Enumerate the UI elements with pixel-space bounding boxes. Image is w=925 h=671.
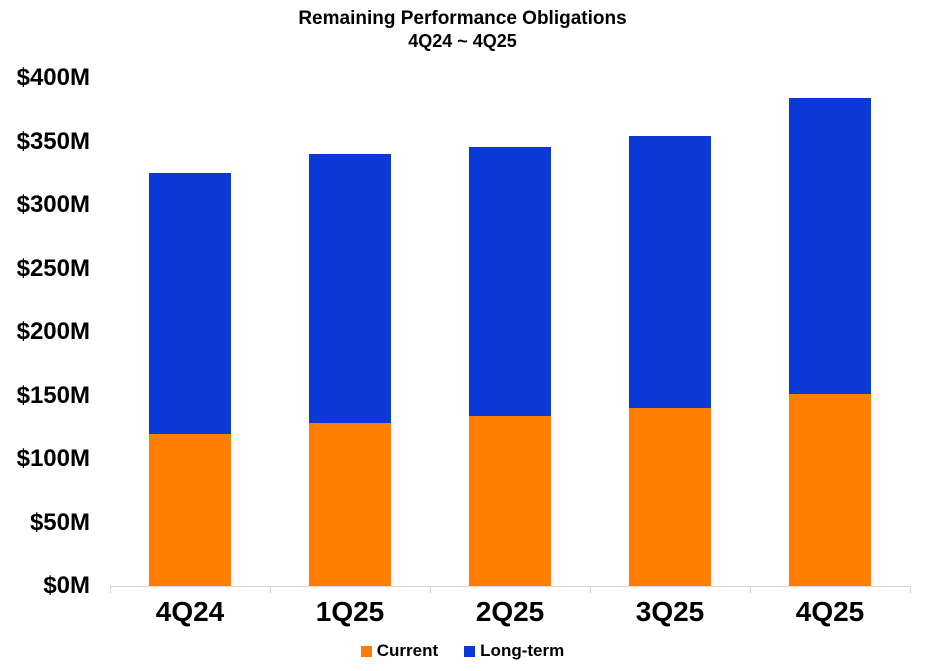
y-axis-label: $150M [16, 381, 90, 409]
legend-item-current: Current [360, 641, 439, 661]
y-axis-label: $100M [16, 445, 90, 472]
x-axis-label-4q24: 4Q24 [155, 596, 225, 627]
bar-segment-long-term-4q25 [789, 98, 871, 395]
x-axis-tick [110, 586, 111, 593]
x-axis-tick [270, 586, 271, 593]
x-axis-tick [430, 586, 431, 593]
y-axis-label: $300M [16, 191, 90, 218]
bar-segment-current-4q24 [149, 433, 231, 586]
chart-title-block: Remaining Performance Obligations 4Q24 ~… [0, 7, 925, 52]
y-axis-label: $350M [16, 127, 90, 155]
y-axis-label: $200M [16, 318, 90, 345]
legend-label: Current [376, 641, 439, 660]
chart-subtitle: 4Q24 ~ 4Q25 [408, 31, 517, 51]
bar-segment-long-term-4q24 [149, 173, 231, 434]
x-axis-label-2q25: 2Q25 [475, 596, 545, 627]
x-axis-label-1q25: 1Q25 [315, 596, 385, 627]
legend-swatch-icon [360, 645, 372, 657]
x-axis-tick [750, 586, 751, 593]
x-axis-tick [910, 586, 911, 593]
x-axis-line [110, 586, 911, 587]
legend-swatch-icon [464, 645, 476, 657]
bar-segment-current-2q25 [469, 415, 551, 586]
bar-segment-long-term-2q25 [469, 146, 551, 416]
y-axis-label: $250M [16, 254, 90, 282]
legend-label: Long-term [480, 641, 565, 660]
y-axis-label: $50M [29, 508, 90, 536]
y-axis-label: $400M [16, 64, 90, 91]
x-axis-tick [590, 586, 591, 593]
bar-segment-long-term-1q25 [309, 154, 391, 424]
y-axis-label: $0M [43, 572, 90, 599]
bar-segment-long-term-3q25 [629, 136, 711, 409]
bar-segment-current-3q25 [629, 408, 711, 586]
x-axis-label-3q25: 3Q25 [635, 596, 705, 627]
bar-segment-current-1q25 [309, 423, 391, 586]
legend-item-long-term: Long-term [464, 641, 564, 661]
chart-title: Remaining Performance Obligations [298, 8, 627, 29]
bar-segment-current-4q25 [789, 394, 871, 586]
x-axis-label-4q25: 4Q25 [795, 596, 865, 627]
chart-legend: Current Long-term [0, 641, 925, 661]
